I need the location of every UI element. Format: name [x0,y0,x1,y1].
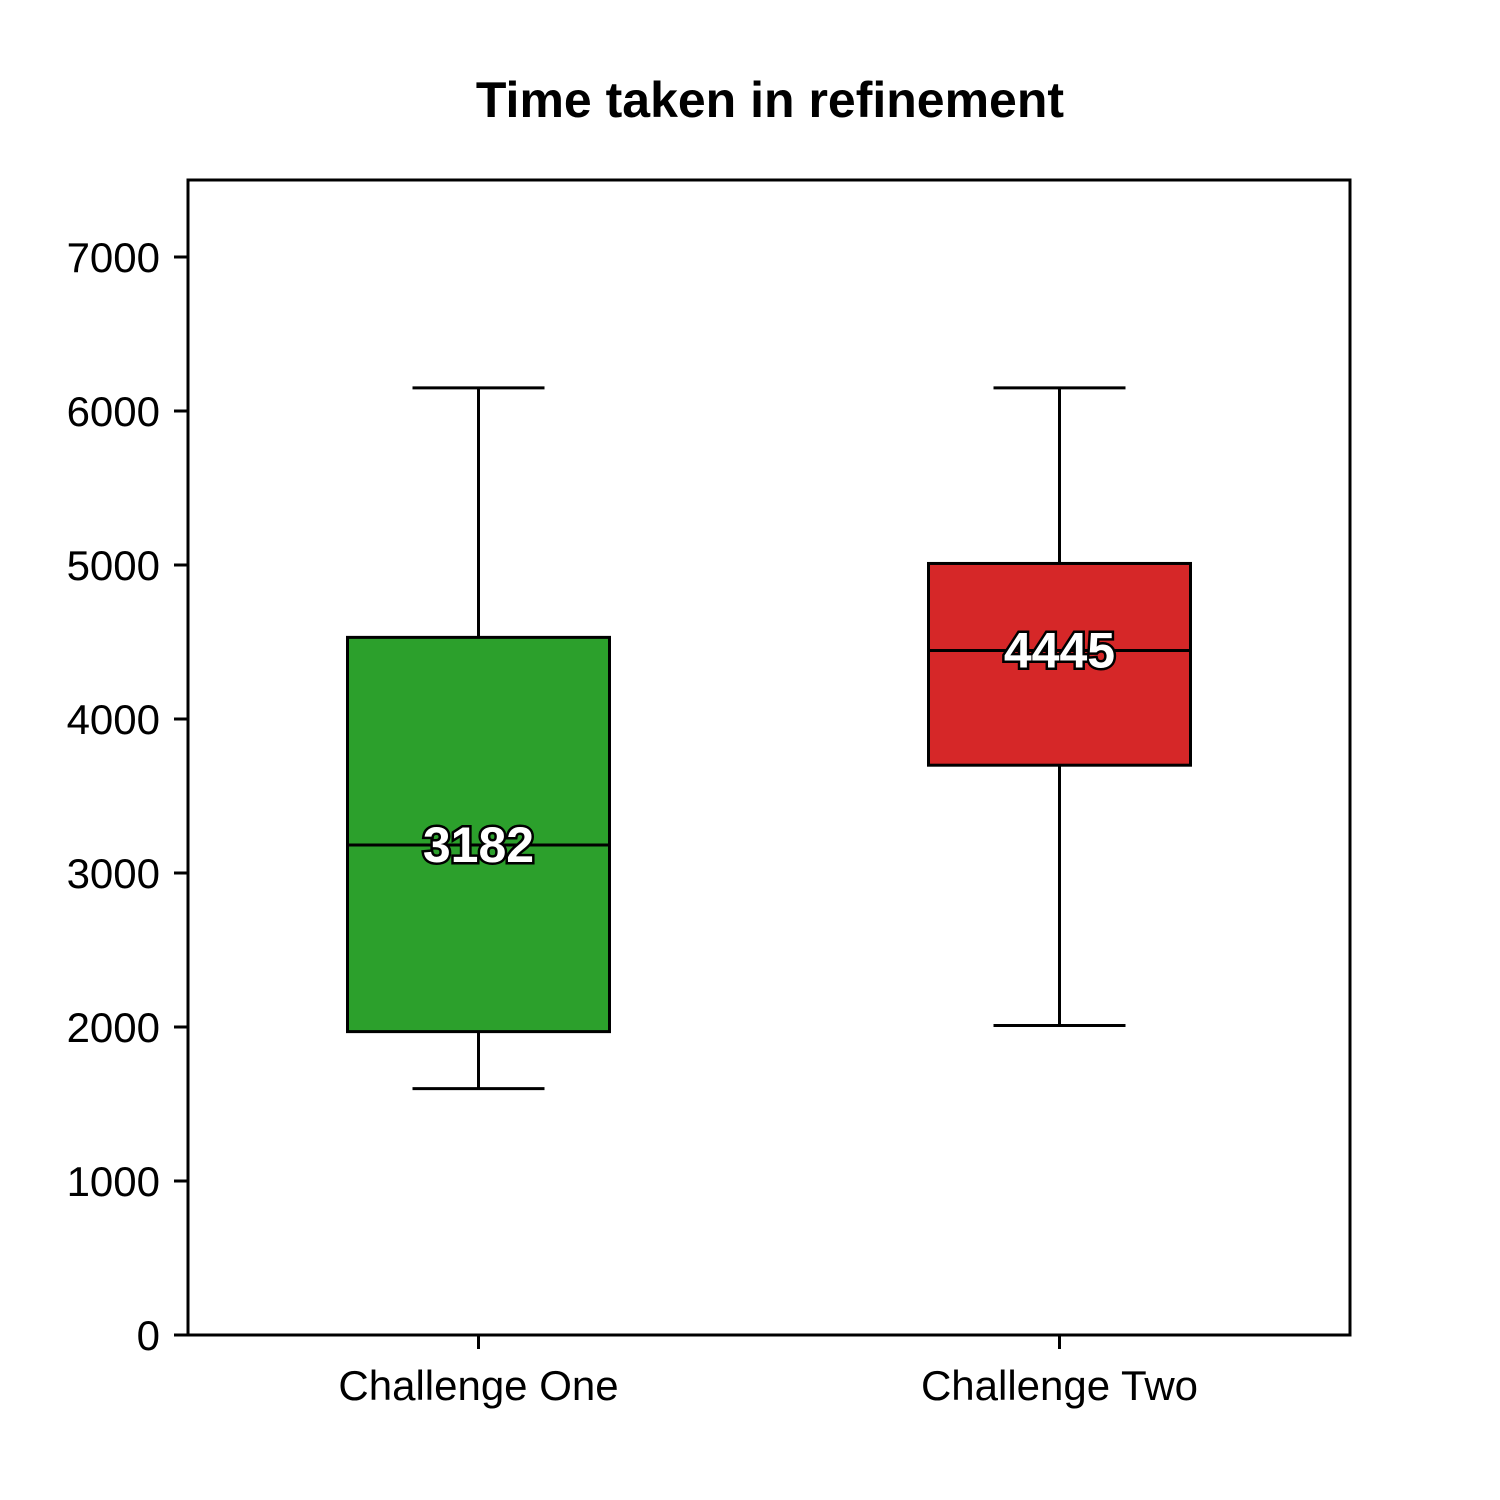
y-tick-label: 7000 [67,234,160,281]
median-label: 3182 [423,817,534,873]
box [346,635,611,1034]
box [927,561,1192,767]
y-tick-label: 2000 [67,1004,160,1051]
y-tick-label: 3000 [67,850,160,897]
y-tick-label: 6000 [67,388,160,435]
plot-frame [186,178,1352,1337]
y-tick-label: 0 [137,1312,160,1359]
y-tick-label: 5000 [67,542,160,589]
x-tick-label: Challenge Two [921,1362,1198,1409]
chart-title: Time taken in refinement [476,72,1064,128]
median-label: 4445 [1004,622,1115,678]
y-tick-label: 4000 [67,696,160,743]
x-tick-label: Challenge One [338,1362,618,1409]
y-tick-label: 1000 [67,1158,160,1205]
